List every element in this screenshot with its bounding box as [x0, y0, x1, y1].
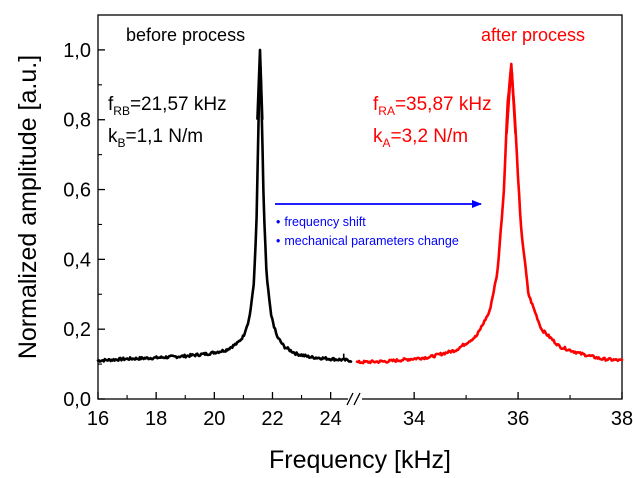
after-stiffness: kA=3,2 N/m — [373, 126, 468, 150]
x-tick-label: 24 — [320, 408, 342, 430]
x-tick-label: 36 — [507, 408, 529, 430]
x-tick-label: 20 — [203, 408, 225, 430]
x-tick-label: 16 — [87, 408, 109, 430]
series-after-peak — [505, 62, 517, 134]
y-tick-label: 1,0 — [63, 40, 91, 62]
note-mechanical-change: • mechanical parameters change — [276, 234, 459, 248]
y-tick-label: 0,6 — [63, 180, 91, 202]
series-before-line — [96, 67, 353, 363]
before-frequency: fRB=21,57 kHz — [108, 94, 227, 118]
y-tick-label: 0,2 — [63, 319, 91, 341]
x-axis-label: Frequency [kHz] — [269, 446, 451, 474]
plot-frame — [97, 14, 623, 400]
series-layer — [96, 48, 624, 365]
note-frequency-shift: • frequency shift — [276, 215, 366, 229]
x-tick-label: 34 — [403, 408, 425, 430]
after-frequency: fRA=35,87 kHz — [373, 94, 492, 118]
y-axis-label: Normalized amplitude [a.u.] — [14, 55, 42, 359]
before-stiffness: kB=1,1 N/m — [108, 126, 203, 150]
x-tick-label: 18 — [145, 408, 167, 430]
x-tick-label: 38 — [611, 408, 633, 430]
y-tick-label: 0,8 — [63, 110, 91, 132]
x-tick-label: 22 — [261, 408, 283, 430]
series-before-peak — [256, 48, 264, 120]
y-tick-label: 0,0 — [63, 389, 91, 411]
axis-break — [346, 392, 362, 406]
y-tick-label: 0,4 — [63, 249, 91, 271]
after-title: after process — [481, 25, 585, 45]
axis-ticks: 0,0 0,2 0,4 0,6 0,8 1,0 16 18 20 22 24 34 36 38 — [63, 40, 633, 430]
before-title: before process — [126, 25, 245, 45]
series-after-line — [355, 67, 624, 365]
